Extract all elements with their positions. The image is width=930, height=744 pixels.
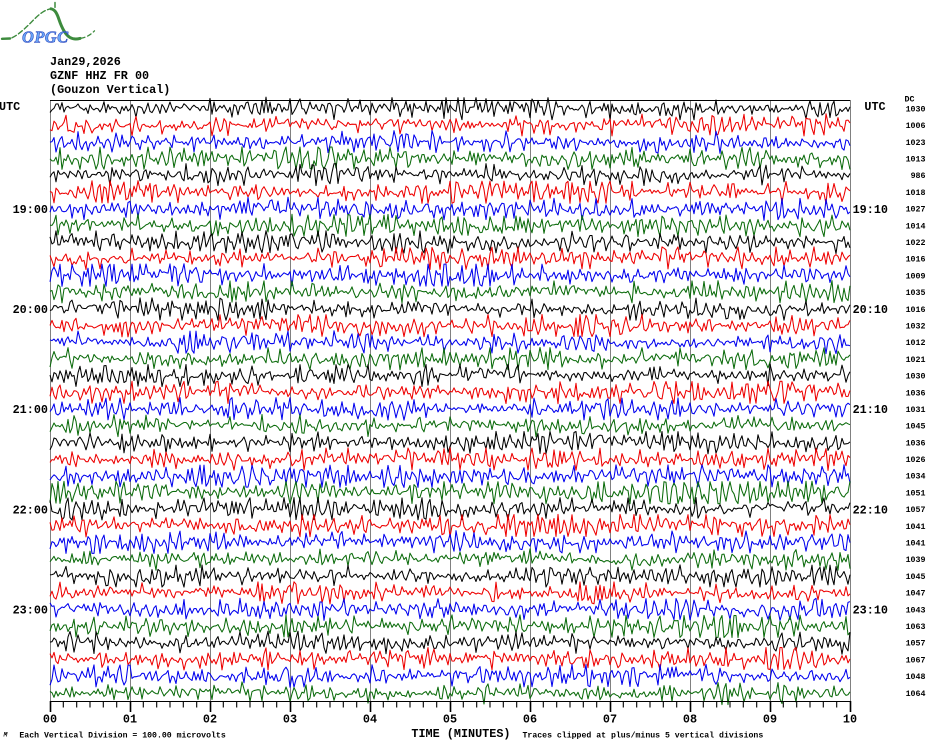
svg-text:01: 01: [123, 713, 137, 727]
svg-text:1036: 1036: [906, 389, 926, 398]
svg-text:20:10: 20:10: [853, 303, 888, 317]
svg-text:1032: 1032: [906, 323, 926, 332]
svg-text:1039: 1039: [906, 556, 926, 565]
svg-text:(Gouzon Vertical): (Gouzon Vertical): [50, 83, 170, 97]
svg-text:Traces clipped at plus/minus 5: Traces clipped at plus/minus 5 vertical …: [523, 730, 764, 740]
svg-text:1018: 1018: [906, 189, 926, 198]
svg-text:1026: 1026: [906, 456, 926, 465]
svg-text:21:00: 21:00: [13, 403, 48, 417]
svg-text:19:00: 19:00: [13, 203, 48, 217]
svg-text:GZNF HHZ FR 00: GZNF HHZ FR 00: [50, 69, 149, 83]
svg-text:1016: 1016: [906, 256, 926, 265]
svg-text:1048: 1048: [906, 673, 926, 682]
svg-text:1041: 1041: [906, 523, 926, 532]
svg-text:1043: 1043: [906, 606, 926, 615]
svg-text:1057: 1057: [906, 506, 926, 515]
svg-text:1016: 1016: [906, 306, 926, 315]
svg-text:UTC: UTC: [0, 100, 20, 114]
svg-text:1031: 1031: [906, 406, 926, 415]
svg-text:1045: 1045: [906, 423, 926, 432]
svg-text:1023: 1023: [906, 139, 926, 148]
svg-text:Each Vertical Division = 100.: Each Vertical Division = 100.00 microvol…: [19, 730, 225, 740]
svg-text:OPGC: OPGC: [22, 28, 69, 47]
svg-text:1064: 1064: [906, 690, 926, 699]
svg-text:1013: 1013: [906, 156, 926, 165]
svg-text:1014: 1014: [906, 222, 926, 231]
svg-text:19:10: 19:10: [853, 203, 888, 217]
svg-text:23:00: 23:00: [13, 604, 48, 618]
svg-text:1045: 1045: [906, 573, 926, 582]
svg-text:21:10: 21:10: [853, 403, 888, 417]
svg-text:05: 05: [443, 713, 457, 727]
svg-text:UTC: UTC: [864, 100, 885, 114]
svg-text:00: 00: [43, 713, 57, 727]
svg-text:09: 09: [763, 713, 777, 727]
svg-text:23:10: 23:10: [853, 604, 888, 618]
svg-text:1030: 1030: [906, 373, 926, 382]
svg-text:06: 06: [523, 713, 537, 727]
svg-text:M: M: [3, 732, 9, 739]
svg-text:08: 08: [683, 713, 697, 727]
svg-text:986: 986: [911, 172, 926, 181]
svg-text:TIME (MINUTES): TIME (MINUTES): [411, 727, 510, 741]
svg-text:1009: 1009: [906, 272, 926, 281]
svg-text:1057: 1057: [906, 640, 926, 649]
svg-text:1027: 1027: [906, 206, 926, 215]
svg-text:1036: 1036: [906, 439, 926, 448]
svg-text:1041: 1041: [906, 540, 926, 549]
svg-text:1047: 1047: [906, 590, 926, 599]
svg-text:1035: 1035: [906, 289, 926, 298]
svg-text:1063: 1063: [906, 623, 926, 632]
svg-text:04: 04: [363, 713, 377, 727]
svg-text:1022: 1022: [906, 239, 926, 248]
svg-text:22:10: 22:10: [853, 503, 888, 517]
svg-text:10: 10: [843, 713, 857, 727]
svg-text:02: 02: [203, 713, 217, 727]
svg-text:1012: 1012: [906, 339, 926, 348]
svg-text:22:00: 22:00: [13, 503, 48, 517]
svg-text:DC: DC: [905, 95, 915, 104]
svg-text:1021: 1021: [906, 356, 926, 365]
svg-text:1030: 1030: [906, 105, 926, 114]
svg-text:1067: 1067: [906, 656, 926, 665]
svg-text:07: 07: [603, 713, 617, 727]
svg-text:20:00: 20:00: [13, 303, 48, 317]
svg-text:1051: 1051: [906, 489, 926, 498]
svg-text:1006: 1006: [906, 122, 926, 131]
svg-text:03: 03: [283, 713, 297, 727]
svg-text:Jan29,2026: Jan29,2026: [50, 55, 121, 69]
svg-text:1034: 1034: [906, 473, 926, 482]
